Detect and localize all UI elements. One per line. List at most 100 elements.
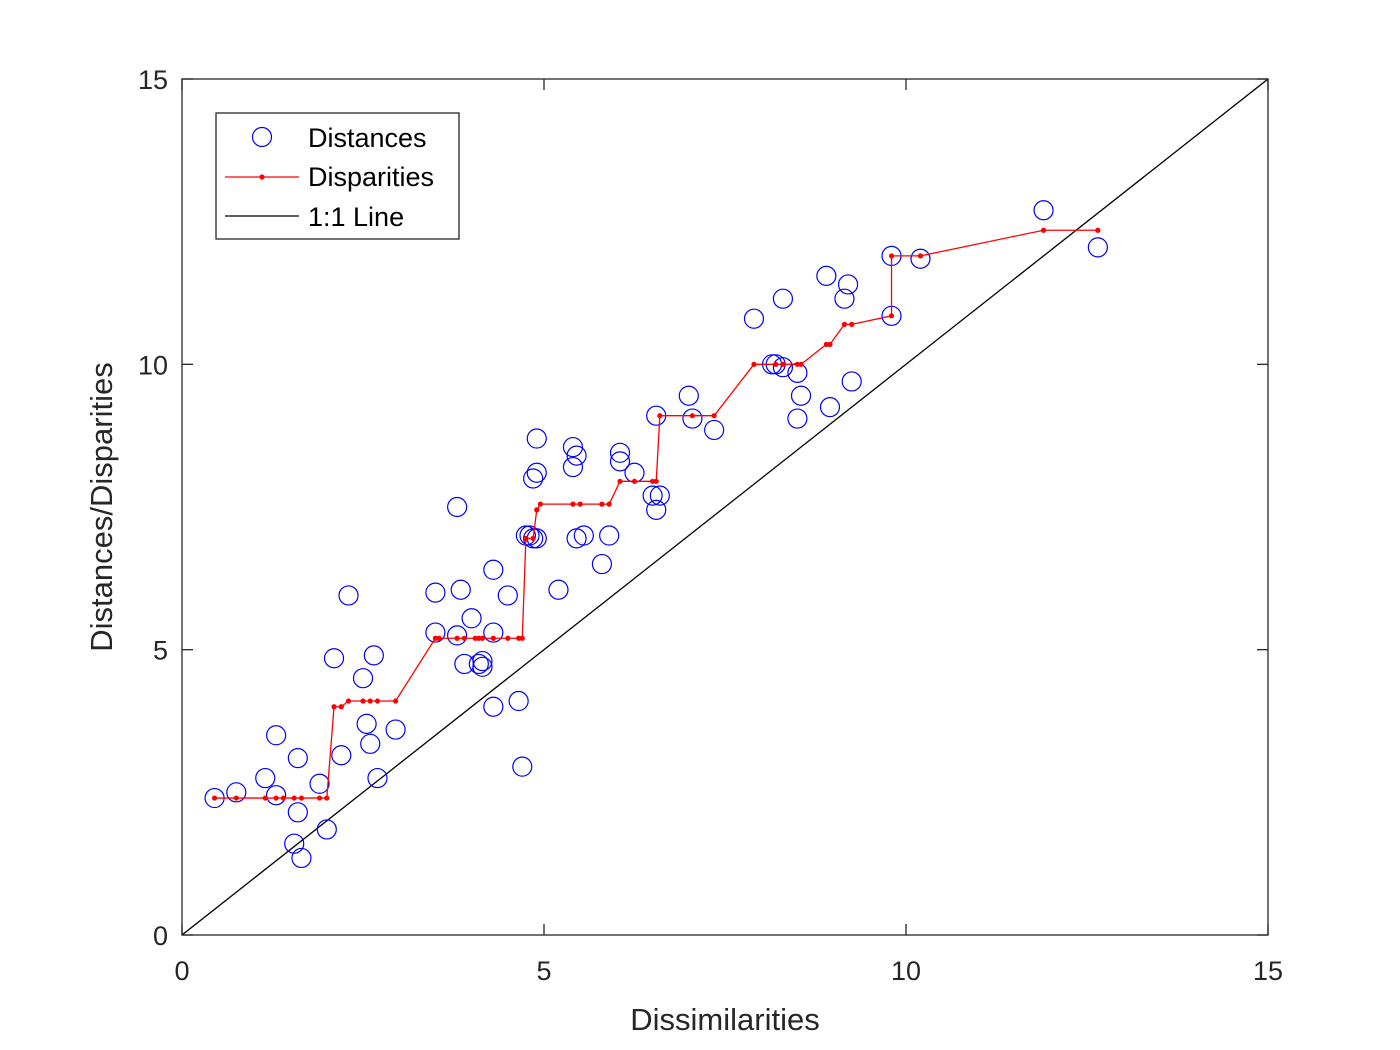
disparity-point-49 (841, 321, 848, 327)
disparity-point-28 (530, 535, 536, 541)
distance-point-48 (573, 525, 594, 546)
distance-point-78 (1087, 237, 1108, 258)
y-tick-label-0: 0 (153, 921, 168, 951)
disparity-point-44 (780, 361, 786, 367)
disparity-point-4 (280, 795, 286, 801)
disparity-point-24 (505, 635, 511, 641)
distance-point-64 (772, 288, 794, 309)
distance-point-4 (266, 785, 287, 806)
distance-point-26 (461, 608, 482, 629)
disparity-point-50 (849, 321, 855, 327)
disparity-point-51 (888, 313, 895, 319)
legend: Distances Disparities 1:1 Line (215, 112, 460, 240)
distance-point-57 (649, 485, 670, 506)
distance-point-21 (425, 582, 446, 603)
y-tick-label-1: 5 (153, 636, 168, 666)
disparity-point-30 (537, 501, 543, 507)
disparity-point-12 (360, 698, 366, 704)
distance-point-20 (425, 622, 446, 643)
legend-box (215, 112, 460, 240)
distance-point-3 (266, 725, 287, 746)
distance-point-34 (508, 690, 529, 712)
distance-point-15 (356, 713, 377, 734)
x-axis-label: Dissimilarities (630, 1002, 819, 1037)
disparity-point-18 (454, 635, 460, 641)
distance-point-44 (562, 436, 584, 458)
distance-point-10 (316, 819, 337, 840)
distance-point-70 (819, 397, 841, 418)
distance-point-24 (450, 579, 471, 600)
distance-point-41 (526, 462, 547, 483)
distance-point-60 (704, 419, 725, 441)
disparity-point-10 (338, 704, 344, 710)
distance-point-52 (609, 451, 631, 472)
distance-point-71 (834, 288, 855, 309)
distance-point-56 (646, 499, 667, 520)
distance-point-8 (291, 847, 312, 869)
disparity-point-37 (650, 478, 656, 484)
disparity-point-43 (773, 361, 779, 367)
legend-disparities-label: Disparities (308, 162, 434, 192)
disparity-point-27 (523, 535, 529, 541)
distance-point-73 (841, 371, 862, 392)
disparity-point-40 (689, 413, 696, 419)
distance-point-30 (483, 622, 504, 643)
disparity-point-53 (917, 253, 924, 259)
x-tick-label-3: 15 (1253, 956, 1283, 986)
disparity-point-34 (606, 501, 612, 507)
distance-point-43 (548, 579, 569, 600)
disparity-point-14 (374, 698, 381, 704)
distance-point-27 (468, 653, 489, 675)
disparity-point-5 (291, 795, 297, 801)
distance-point-7 (287, 802, 308, 823)
distance-point-69 (816, 265, 837, 286)
disparity-point-25 (516, 635, 522, 641)
distance-point-33 (497, 585, 518, 606)
disparity-point-29 (534, 507, 540, 513)
disparity-point-36 (631, 478, 638, 484)
distance-point-77 (1033, 200, 1054, 221)
distance-point-51 (609, 442, 631, 463)
distance-point-40 (526, 428, 547, 449)
distance-point-29 (472, 650, 493, 672)
disparity-point-2 (262, 795, 268, 801)
distance-point-72 (837, 274, 859, 295)
disparity-point-15 (392, 698, 399, 704)
legend-disparities-marker (259, 174, 265, 180)
disparity-point-33 (599, 501, 605, 507)
disparity-point-7 (316, 795, 323, 801)
distance-point-67 (787, 408, 808, 429)
disparity-point-11 (345, 698, 352, 704)
disparity-point-19 (461, 635, 467, 641)
distance-point-32 (483, 696, 504, 717)
disparity-point-48 (827, 341, 833, 347)
distance-point-12 (331, 745, 352, 766)
disparity-point-41 (711, 413, 717, 419)
disparity-point-1 (233, 795, 239, 801)
disparity-point-31 (570, 501, 576, 507)
distance-point-50 (599, 525, 620, 546)
plot-frame (181, 78, 1269, 936)
disparity-point-9 (331, 704, 337, 710)
disparity-point-13 (367, 698, 373, 704)
distance-point-38 (523, 468, 544, 489)
distance-point-68 (790, 385, 812, 406)
axis-ticks: 0 5 10 15 0 5 10 15 (138, 65, 1283, 986)
distance-point-45 (562, 456, 584, 478)
distance-point-61 (743, 308, 765, 329)
distance-point-9 (309, 773, 330, 794)
distance-point-35 (512, 756, 533, 777)
disparity-point-35 (617, 478, 623, 484)
disparity-point-6 (298, 795, 305, 801)
distance-point-76 (910, 248, 931, 269)
distance-point-14 (352, 668, 374, 689)
x-tick-label-0: 0 (174, 956, 189, 986)
disparity-point-38 (653, 478, 659, 484)
distance-point-58 (678, 385, 699, 406)
distance-point-19 (385, 719, 406, 740)
disparity-point-54 (1040, 227, 1047, 233)
disparity-point-23 (490, 635, 496, 641)
disparity-point-32 (577, 501, 583, 507)
distance-point-59 (682, 408, 703, 429)
distance-point-2 (255, 767, 276, 789)
